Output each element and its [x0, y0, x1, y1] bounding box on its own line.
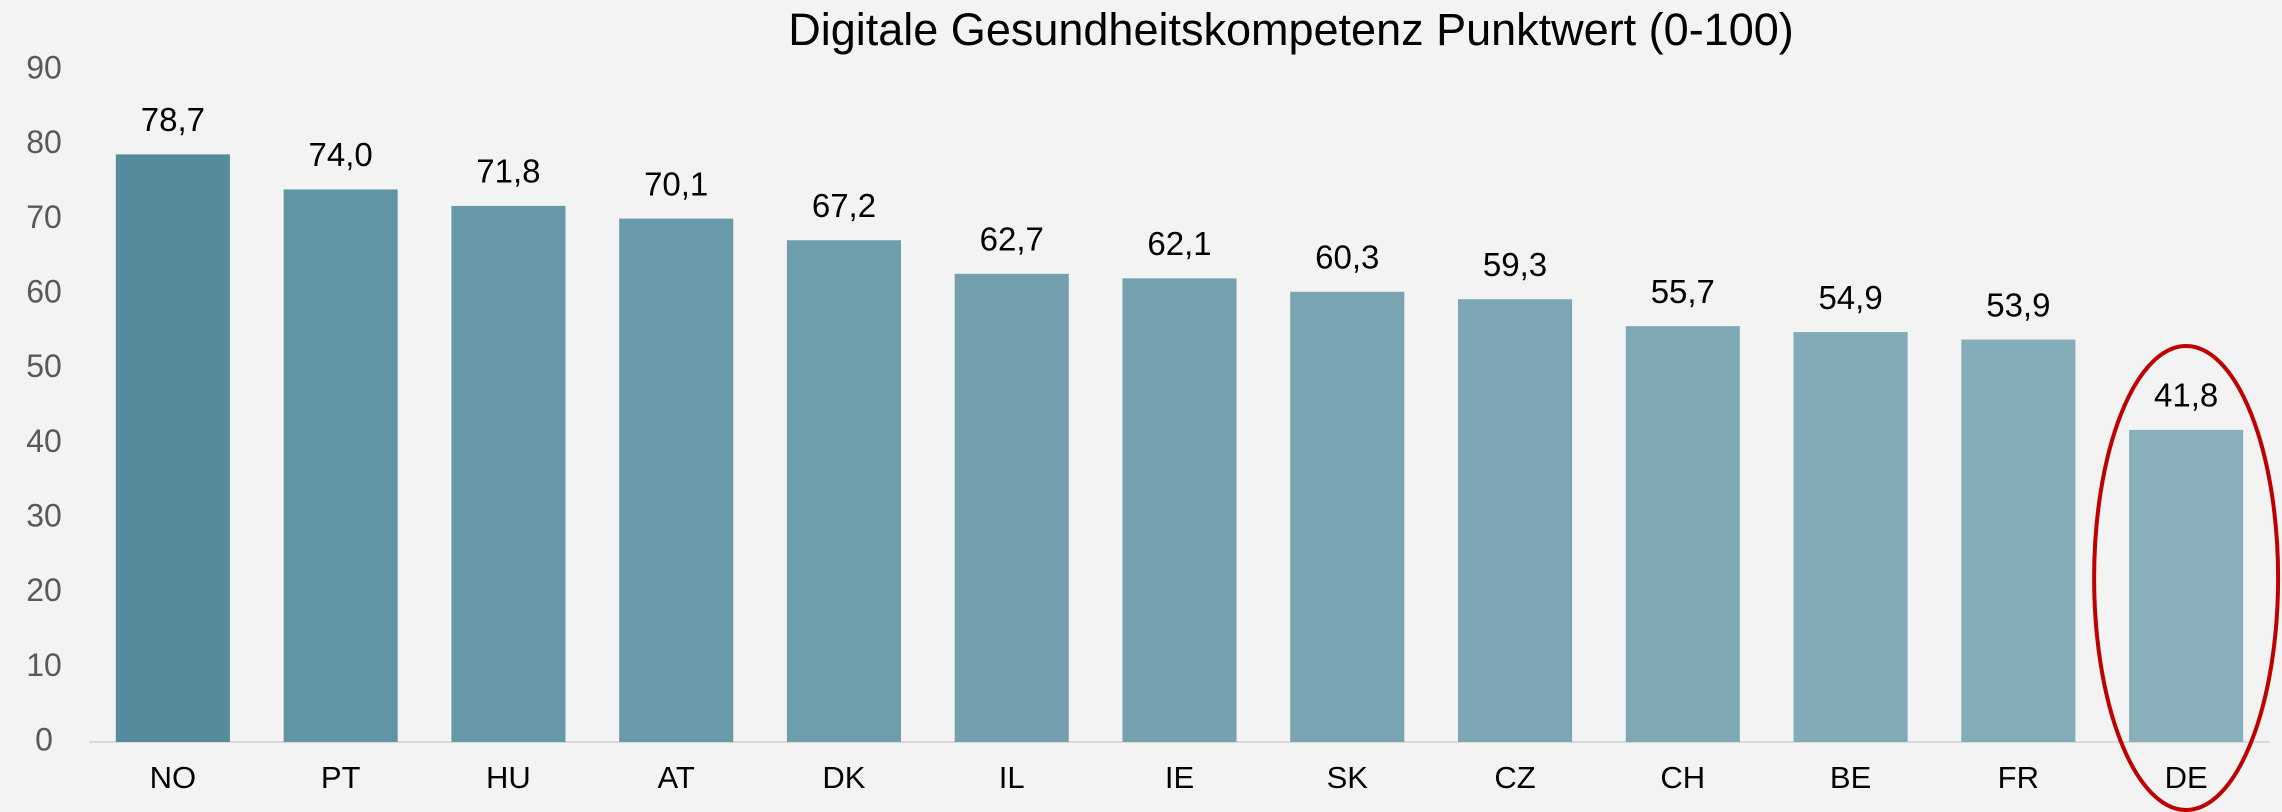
x-tick-label: IE	[1165, 760, 1194, 795]
y-tick-label: 80	[26, 124, 62, 160]
y-tick-label: 60	[26, 273, 62, 309]
value-label: 74,0	[309, 136, 373, 173]
value-label: 67,2	[812, 187, 876, 224]
y-tick-label: 0	[35, 721, 53, 757]
x-tick-label: DK	[822, 760, 865, 795]
bar	[954, 273, 1069, 742]
y-tick-label: 90	[26, 49, 62, 85]
bar	[1122, 278, 1237, 742]
x-tick-label: NO	[150, 760, 197, 795]
value-label: 60,3	[1315, 238, 1379, 275]
x-tick-label: CZ	[1494, 760, 1535, 795]
x-tick-label: SK	[1327, 760, 1369, 795]
chart-title: Digitale Gesundheitskompetenz Punktwert …	[788, 4, 1794, 55]
x-tick-label: PT	[321, 760, 361, 795]
value-label: 59,3	[1483, 246, 1547, 283]
value-label: 54,9	[1818, 279, 1882, 316]
bar	[1625, 326, 1740, 742]
x-tick-label: AT	[658, 760, 695, 795]
y-tick-label: 10	[26, 647, 62, 683]
y-tick-label: 40	[26, 423, 62, 459]
x-tick-label: IL	[999, 760, 1025, 795]
bar	[451, 205, 566, 743]
value-label: 53,9	[1986, 286, 2050, 323]
value-label: 55,7	[1651, 273, 1715, 310]
bar	[1290, 291, 1405, 742]
x-tick-label: HU	[486, 760, 531, 795]
bar	[619, 218, 734, 742]
y-tick-label: 20	[26, 572, 62, 608]
bar	[1793, 332, 1908, 742]
bar	[2129, 429, 2244, 742]
value-label: 41,8	[2154, 377, 2218, 414]
value-label: 71,8	[476, 153, 540, 190]
bar	[1457, 299, 1573, 742]
x-tick-label: CH	[1660, 760, 1705, 795]
bar	[1961, 339, 2076, 742]
value-label: 78,7	[141, 101, 205, 138]
y-tick-label: 30	[26, 497, 62, 533]
bar	[283, 189, 398, 742]
bar	[115, 154, 230, 742]
x-tick-label: DE	[2165, 760, 2208, 795]
bar	[786, 240, 902, 743]
value-label: 62,1	[1147, 225, 1211, 262]
x-tick-label: FR	[1998, 760, 2039, 795]
x-tick-label: BE	[1830, 760, 1871, 795]
value-label: 70,1	[644, 165, 708, 202]
value-label: 62,7	[980, 221, 1044, 258]
y-tick-label: 70	[26, 199, 62, 235]
y-tick-label: 50	[26, 348, 62, 384]
highlight-ellipse	[2092, 344, 2281, 812]
